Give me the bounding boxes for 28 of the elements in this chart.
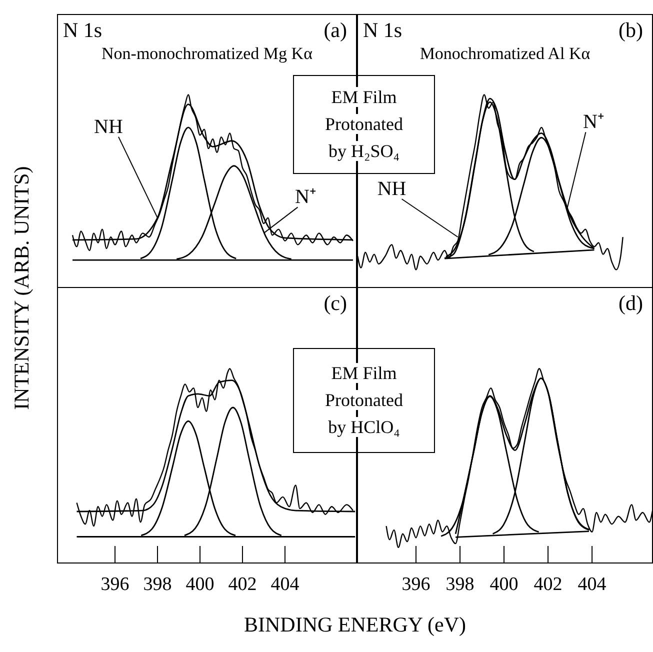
x-tick-label: 404 (578, 574, 607, 595)
annotation: N⁺ (295, 186, 316, 208)
text: (a) (324, 18, 347, 43)
x-tick-label: 400 (186, 574, 214, 595)
annotation: EM Film Protonated by H₂SO₄ (325, 87, 403, 161)
annotation: NH (377, 178, 406, 200)
x-tick-label: 396 (402, 574, 430, 595)
note-box: EM Film Protonated by H₂SO₄ (293, 75, 435, 174)
x-tick-label: 396 (100, 574, 130, 595)
annotation: NH (94, 116, 123, 138)
chart-title: N 1s (363, 18, 402, 43)
x-tick-label: 404 (270, 574, 300, 595)
text: (c) (324, 291, 347, 316)
x-tick-label: 398 (143, 574, 172, 595)
x-tick-label: 402 (228, 574, 257, 595)
chart-title: N 1s (63, 18, 102, 43)
x-tick-label: 398 (446, 574, 474, 595)
annotation: EM Film Protonated by HClO₄ (325, 363, 403, 437)
x-tick-label: 402 (534, 574, 562, 595)
x-tick-label: 400 (490, 574, 518, 595)
text: (b) (618, 18, 643, 43)
chart-subtitle: Monochromatized Al Kα (418, 44, 592, 64)
x-axis-title: BINDING ENERGY (eV) (244, 612, 466, 638)
chart-subtitle: Non-monochromatized Mg Kα (100, 44, 314, 64)
annotation: N⁺ (583, 111, 604, 134)
y-axis-title: INTENSITY (ARB. UNITS) (10, 166, 34, 410)
note-box: EM Film Protonated by HClO₄ (293, 348, 435, 453)
text: (d) (618, 291, 643, 316)
